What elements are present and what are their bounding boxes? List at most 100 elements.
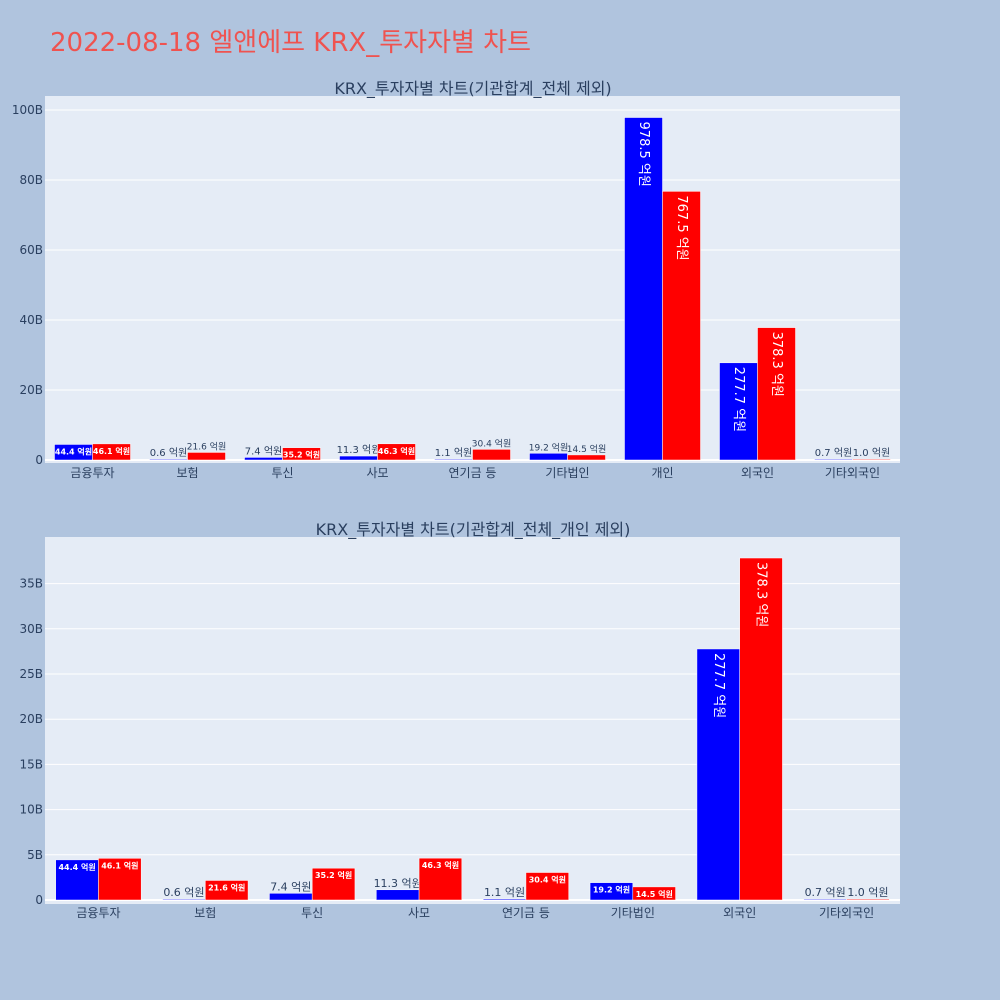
buy-bar bbox=[803, 898, 847, 901]
chart-2: KRX_투자자별 차트(기관합계_전체_개인 제외) 0 5B 10B 15B 20B 2… bbox=[19, 520, 900, 920]
y-tick-label: 20B bbox=[19, 712, 43, 726]
x-tick-label: 기타외국인 bbox=[825, 466, 880, 480]
sell-bar bbox=[377, 443, 416, 461]
data-label: 7.4 억원 bbox=[270, 880, 311, 893]
x-tick-label: 기타외국인 bbox=[819, 906, 874, 920]
chart-1: KRX_투자자별 차트(기관합계_전체 제외) 0 20B 40B 60B 80B 100… bbox=[12, 79, 900, 480]
sell-bar bbox=[757, 327, 796, 461]
data-label: 767.5 억원 bbox=[674, 195, 689, 260]
buy-bar bbox=[434, 458, 473, 461]
data-label: 11.3 억원 bbox=[374, 877, 422, 890]
y-tick-label: 80B bbox=[19, 173, 43, 187]
page-title: 2022-08-18 엘앤에프 KRX_투자자별 차트 bbox=[50, 28, 532, 58]
data-label: 978.5 억원 bbox=[636, 122, 651, 187]
buy-bar bbox=[339, 455, 378, 461]
data-label: 19.2 억원 bbox=[529, 441, 568, 453]
buy-bar bbox=[55, 859, 99, 901]
chart-2-y-ticks: 0 5B 10B 15B 20B 25B 30B 35B bbox=[19, 577, 43, 907]
buy-bar bbox=[269, 893, 313, 901]
data-label: 35.2 억원 bbox=[315, 870, 352, 880]
buy-bar bbox=[529, 453, 568, 461]
x-tick-label: 외국인 bbox=[723, 906, 756, 920]
buy-bar bbox=[624, 117, 663, 461]
sell-bar bbox=[205, 880, 249, 901]
buy-bar bbox=[149, 458, 188, 461]
data-label: 1.0 억원 bbox=[847, 886, 888, 899]
y-tick-label: 0 bbox=[35, 893, 43, 907]
x-tick-label: 기타법인 bbox=[545, 466, 589, 480]
data-label: 277.7 억원 bbox=[731, 367, 746, 432]
buy-bar bbox=[696, 648, 740, 901]
sell-bar bbox=[187, 452, 226, 461]
data-label: 44.4 억원 bbox=[55, 446, 92, 456]
sell-bar bbox=[472, 449, 511, 461]
data-label: 30.4 억원 bbox=[529, 875, 566, 885]
data-label: 378.3 억원 bbox=[754, 562, 769, 627]
data-label: 1.1 억원 bbox=[484, 886, 525, 899]
x-tick-label: 투신 bbox=[271, 466, 293, 480]
data-label: 0.7 억원 bbox=[815, 447, 852, 459]
buy-bar bbox=[162, 898, 206, 901]
chart-1-title: KRX_투자자별 차트(기관합계_전체 제외) bbox=[334, 79, 611, 99]
data-label: 378.3 억원 bbox=[769, 332, 784, 397]
data-label: 35.2 억원 bbox=[283, 450, 320, 460]
sell-bar bbox=[92, 443, 131, 461]
data-label: 21.6 억원 bbox=[187, 440, 226, 452]
sell-bar bbox=[662, 191, 701, 461]
y-tick-label: 10B bbox=[19, 803, 43, 817]
buy-bar bbox=[376, 889, 420, 901]
data-label: 44.4 억원 bbox=[58, 862, 95, 872]
x-tick-label: 보험 bbox=[194, 906, 216, 920]
data-label: 14.5 억원 bbox=[636, 889, 673, 899]
x-tick-label: 연기금 등 bbox=[502, 906, 550, 920]
data-label: 46.1 억원 bbox=[93, 446, 130, 456]
data-label: 14.5 억원 bbox=[567, 443, 606, 455]
data-label: 11.3 억원 bbox=[337, 444, 381, 456]
data-label: 30.4 억원 bbox=[472, 437, 511, 449]
y-tick-label: 100B bbox=[12, 103, 43, 117]
y-tick-label: 40B bbox=[19, 313, 43, 327]
data-label: 46.3 억원 bbox=[422, 860, 459, 870]
sell-bar bbox=[418, 857, 463, 901]
y-tick-label: 35B bbox=[19, 577, 43, 591]
sell-bar bbox=[632, 886, 676, 901]
data-label: 46.3 억원 bbox=[378, 446, 415, 456]
sell-bar bbox=[98, 858, 142, 901]
buy-bar bbox=[814, 458, 853, 461]
data-label: 1.1 억원 bbox=[435, 447, 472, 459]
x-tick-label: 사모 bbox=[408, 906, 430, 920]
y-tick-label: 60B bbox=[19, 243, 43, 257]
buy-bar bbox=[482, 898, 527, 901]
sell-bar bbox=[852, 458, 891, 461]
data-label: 7.4 억원 bbox=[245, 445, 282, 457]
x-tick-label: 투신 bbox=[301, 906, 323, 920]
chart-1-x-ticks: 금융투자 보험 투신 사모 연기금 등 기타법인 개인 외국인 기타외국인 bbox=[70, 466, 880, 480]
chart-2-x-ticks: 금융투자 보험 투신 사모 연기금 등 기타법인 외국인 기타외국인 bbox=[76, 906, 874, 920]
x-tick-label: 기타법인 bbox=[611, 906, 655, 920]
y-tick-label: 15B bbox=[19, 757, 43, 771]
x-tick-label: 금융투자 bbox=[76, 906, 120, 920]
y-tick-label: 25B bbox=[19, 667, 43, 681]
y-tick-label: 20B bbox=[19, 383, 43, 397]
sell-bar bbox=[282, 447, 321, 461]
data-label: 21.6 억원 bbox=[208, 882, 245, 892]
data-label: 0.6 억원 bbox=[163, 886, 204, 899]
chart-1-y-ticks: 0 20B 40B 60B 80B 100B bbox=[12, 103, 43, 467]
y-tick-label: 0 bbox=[35, 453, 43, 467]
x-tick-label: 사모 bbox=[366, 466, 388, 480]
x-tick-label: 개인 bbox=[651, 466, 673, 480]
sell-bar bbox=[525, 872, 569, 901]
data-label: 1.0 억원 bbox=[853, 447, 890, 459]
x-tick-label: 연기금 등 bbox=[449, 466, 497, 480]
sell-bar bbox=[567, 454, 606, 461]
sell-bar bbox=[846, 898, 890, 901]
x-tick-label: 외국인 bbox=[741, 466, 774, 480]
x-tick-label: 금융투자 bbox=[70, 466, 114, 480]
chart-2-title: KRX_투자자별 차트(기관합계_전체_개인 제외) bbox=[316, 520, 631, 540]
data-label: 0.7 억원 bbox=[805, 886, 846, 899]
y-tick-label: 30B bbox=[19, 622, 43, 636]
x-tick-label: 보험 bbox=[176, 466, 198, 480]
chart-2-bars: 44.4 억원 46.1 억원 0.6 억원 21.6 억원 7.4 억원 35.2 억원… bbox=[55, 557, 890, 901]
